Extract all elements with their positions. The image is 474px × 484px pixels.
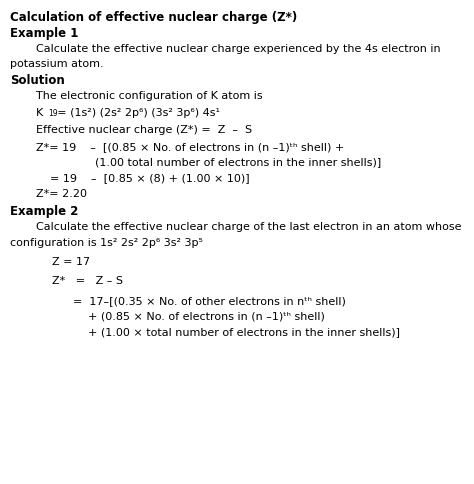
Text: Example 2: Example 2 bbox=[10, 205, 79, 218]
Text: Effective nuclear charge (Z*) =  Z  –  S: Effective nuclear charge (Z*) = Z – S bbox=[36, 124, 252, 135]
Text: Calculation of effective nuclear charge (Z*): Calculation of effective nuclear charge … bbox=[10, 11, 298, 24]
Text: =  17–[(0.35 × No. of other electrons in nᵗʰ shell): = 17–[(0.35 × No. of other electrons in … bbox=[52, 295, 346, 305]
Text: Z = 17: Z = 17 bbox=[52, 257, 90, 267]
Text: + (0.85 × No. of electrons in (n –1)ᵗʰ shell): + (0.85 × No. of electrons in (n –1)ᵗʰ s… bbox=[88, 311, 325, 321]
Text: The electronic configuration of K atom is: The electronic configuration of K atom i… bbox=[36, 91, 262, 101]
Text: potassium atom.: potassium atom. bbox=[10, 59, 104, 69]
Text: Calculate the effective nuclear charge experienced by the 4s electron in: Calculate the effective nuclear charge e… bbox=[36, 44, 440, 54]
Text: + (1.00 × total number of electrons in the inner shells)]: + (1.00 × total number of electrons in t… bbox=[88, 326, 400, 336]
Text: Z*   =   Z – S: Z* = Z – S bbox=[52, 276, 123, 286]
Text: Solution: Solution bbox=[10, 74, 65, 87]
Text: Calculate the effective nuclear charge of the last electron in an atom whose: Calculate the effective nuclear charge o… bbox=[36, 222, 461, 232]
Text: configuration is 1s² 2s² 2p⁶ 3s² 3p⁵: configuration is 1s² 2s² 2p⁶ 3s² 3p⁵ bbox=[10, 237, 203, 247]
Text: Z*= 19    –  [(0.85 × No. of electrons in (n –1)ᵗʰ shell) +: Z*= 19 – [(0.85 × No. of electrons in (n… bbox=[36, 141, 344, 151]
Text: (1.00 total number of electrons in the inner shells)]: (1.00 total number of electrons in the i… bbox=[95, 157, 381, 167]
Text: 19: 19 bbox=[48, 109, 58, 118]
Text: K    = (1s²) (2s² 2p⁶) (3s² 3p⁶) 4s¹: K = (1s²) (2s² 2p⁶) (3s² 3p⁶) 4s¹ bbox=[36, 107, 219, 118]
Text: Z*= 2.20: Z*= 2.20 bbox=[36, 189, 87, 199]
Text: Example 1: Example 1 bbox=[10, 27, 79, 40]
Text: = 19    –  [0.85 × (8) + (1.00 × 10)]: = 19 – [0.85 × (8) + (1.00 × 10)] bbox=[36, 173, 249, 183]
